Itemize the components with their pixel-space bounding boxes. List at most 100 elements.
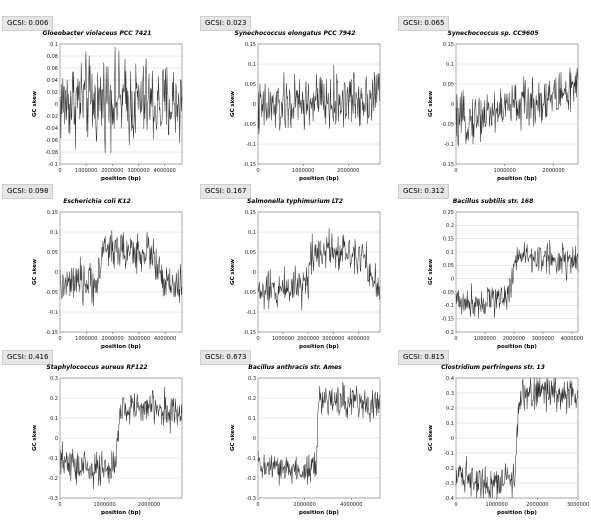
y-tick-label: 0.1 xyxy=(248,230,256,236)
chart-svg: -0.1 -0.08 -0.06 -0.04 -0.02 0 0.02 0.04 0.06 0.0… xyxy=(32,42,183,182)
chart-title: Synechococcus sp. CC9605 xyxy=(447,30,539,37)
y-axis-label: GC skew xyxy=(428,91,434,117)
y-axis-label: GC skew xyxy=(230,91,236,117)
x-tick-label: 3000000 xyxy=(127,168,149,174)
gc-skew-series xyxy=(455,377,579,499)
x-tick-label: 2000000 xyxy=(337,168,359,174)
x-tick-label: 1000000 xyxy=(75,168,97,174)
x-tick-label: 2000000 xyxy=(294,502,316,508)
chart-title: Gloeobacter violaceus PCC 7421 xyxy=(42,30,152,37)
y-tick-label: -0.2 xyxy=(246,476,256,482)
x-axis-label: position (bp) xyxy=(101,510,141,516)
x-tick-label: 1000000 xyxy=(272,336,294,342)
y-tick-label: 0.05 xyxy=(245,82,256,88)
x-tick-label: 0 xyxy=(58,168,61,174)
y-tick-label: -0.1 xyxy=(444,142,454,148)
y-tick-label: 0.2 xyxy=(248,396,256,402)
y-axis-label: GC skew xyxy=(32,425,38,451)
y-tick-label: 0.3 xyxy=(50,376,58,382)
chart-title: Synechococcus elongatus PCC 7942 xyxy=(234,30,356,37)
chart-title: Staphylococcus aureus RF122 xyxy=(46,364,148,371)
x-tick-label: 1000000 xyxy=(292,168,314,174)
y-tick-label: 0 xyxy=(253,102,256,108)
x-tick-label: 0 xyxy=(454,168,457,174)
x-tick-label: 1000000 xyxy=(93,502,115,508)
y-tick-label: 0.2 xyxy=(50,396,58,402)
y-tick-label: 0.1 xyxy=(446,421,454,427)
y-tick-label: -0.1 xyxy=(48,310,58,316)
plot-frame xyxy=(59,377,183,499)
y-tick-label: 0.05 xyxy=(47,250,58,256)
x-tick-label: 0 xyxy=(256,168,259,174)
y-tick-label: 0.1 xyxy=(50,42,58,48)
y-tick-label: 0.25 xyxy=(443,210,454,216)
chart-panel: GCSI: 0.098 Escherichia coli K12 -0.15 -0.1… xyxy=(2,184,192,354)
x-tick-label: 3000000 xyxy=(322,336,344,342)
y-tick-label: -0.1 xyxy=(246,142,256,148)
gc-skew-series xyxy=(59,230,183,307)
y-tick-label: 0.3 xyxy=(248,376,256,382)
gc-skew-series xyxy=(455,240,579,319)
y-tick-label: 0 xyxy=(451,276,454,282)
chart-svg: -0.3 -0.2 -0.1 0 0.1 0.2 0.3 0 2000000 4000000pos… xyxy=(230,376,381,516)
plot-frame xyxy=(455,43,579,165)
x-axis-label: position (bp) xyxy=(497,510,537,516)
y-tick-label: 0.1 xyxy=(446,250,454,256)
gcsi-badge: GCSI: 0.673 xyxy=(200,350,252,365)
chart-panel: GCSI: 0.815 Clostridium perfringens str. … xyxy=(398,350,589,520)
y-tick-label: -0.1 xyxy=(444,303,454,309)
y-tick-label: 0.1 xyxy=(50,230,58,236)
x-axis-label: position (bp) xyxy=(299,176,339,182)
y-tick-label: 0.1 xyxy=(446,62,454,68)
plot-frame xyxy=(455,377,579,499)
x-tick-label: 0 xyxy=(454,336,457,342)
y-tick-label: -0.15 xyxy=(441,162,454,168)
x-tick-label: 4000000 xyxy=(154,336,176,342)
gc-skew-series xyxy=(257,64,381,135)
y-tick-label: -0.02 xyxy=(45,114,58,120)
y-tick-label: -0.05 xyxy=(243,122,256,128)
y-tick-label: -0.4 xyxy=(444,496,454,502)
plot-frame xyxy=(257,211,381,333)
gcsi-badge: GCSI: 0.167 xyxy=(200,184,252,199)
y-tick-label: -0.08 xyxy=(45,150,58,156)
chart-panel: GCSI: 0.065 Synechococcus sp. CC9605 -0.15… xyxy=(398,16,588,186)
y-tick-label: 0.15 xyxy=(443,42,454,48)
y-tick-label: 0.1 xyxy=(50,416,58,422)
y-tick-label: -0.3 xyxy=(246,496,256,502)
x-tick-label: 2000000 xyxy=(101,336,123,342)
y-tick-label: 0.1 xyxy=(248,416,256,422)
x-tick-label: 2000000 xyxy=(297,336,319,342)
gc-skew-series xyxy=(257,228,381,311)
plot-frame xyxy=(455,211,579,333)
gcsi-badge: GCSI: 0.023 xyxy=(200,16,252,31)
y-axis-label: GC skew xyxy=(428,259,434,285)
x-tick-label: 2000000 xyxy=(542,168,564,174)
y-tick-label: 0 xyxy=(55,102,58,108)
x-tick-label: 2000000 xyxy=(101,168,123,174)
x-tick-label: 4000000 xyxy=(347,336,369,342)
chart-svg: -0.2 -0.15 -0.1 -0.05 0 0.05 0.1 0.15 0.2 0.25 0 10… xyxy=(428,210,583,350)
chart-title: Salmonella typhimurium LT2 xyxy=(246,198,344,205)
chart-panel: GCSI: 0.006 Gloeobacter violaceus PCC 742… xyxy=(2,16,192,186)
gcsi-badge: GCSI: 0.065 xyxy=(398,16,450,31)
x-axis-label: position (bp) xyxy=(299,344,339,350)
x-tick-label: 3000000 xyxy=(128,336,150,342)
x-tick-label: 4000000 xyxy=(561,336,583,342)
y-axis-label: GC skew xyxy=(32,259,38,285)
x-tick-label: 0 xyxy=(256,336,259,342)
chart-title: Escherichia coli K12 xyxy=(63,198,131,205)
y-tick-label: -0.2 xyxy=(444,330,454,336)
gcsi-badge: GCSI: 0.098 xyxy=(2,184,54,199)
gcsi-badge: GCSI: 0.006 xyxy=(2,16,54,31)
x-tick-label: 0 xyxy=(454,502,457,508)
x-axis-label: position (bp) xyxy=(497,344,537,350)
chart-svg: -0.4 -0.3 -0.2 -0.1 0 0.1 0.2 0.3 0.4 0 1000000 200… xyxy=(428,376,589,516)
x-tick-label: 1000000 xyxy=(486,502,508,508)
x-tick-label: 2000000 xyxy=(503,336,525,342)
gc-skew-series xyxy=(257,381,381,486)
y-tick-label: 0.02 xyxy=(47,90,58,96)
x-tick-label: 0 xyxy=(58,336,61,342)
